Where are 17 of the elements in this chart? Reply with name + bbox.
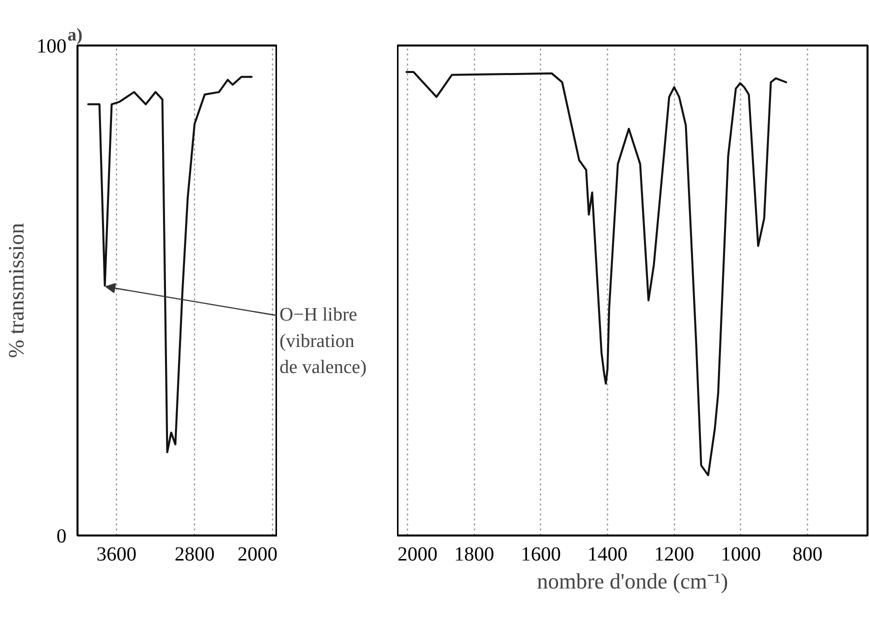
x-tick-label: 1600 xyxy=(520,544,561,566)
x-axis-title: nombre d'onde (cm⁻¹) xyxy=(536,568,728,594)
y-tick-label: 0 xyxy=(56,526,66,548)
x-tick-label: 1800 xyxy=(454,544,494,566)
x-tick-label: 2000 xyxy=(398,544,438,566)
x-tick-label: 2000 xyxy=(238,544,278,566)
x-tick-label: 2800 xyxy=(174,544,215,566)
x-tick-label: 800 xyxy=(792,544,822,566)
y-tick-label: 100 xyxy=(36,36,66,58)
x-tick-label: 1200 xyxy=(654,544,694,566)
y-axis-title: % transmission xyxy=(4,222,28,358)
annotation: O−H libre (vibration de valence) xyxy=(280,304,367,378)
chart-title: a) xyxy=(68,24,82,44)
x-tick-label: 1000 xyxy=(720,544,761,566)
x-tick-label: 1400 xyxy=(588,544,628,566)
x-tick-label: 3600 xyxy=(96,544,137,566)
line-series xyxy=(87,76,253,454)
